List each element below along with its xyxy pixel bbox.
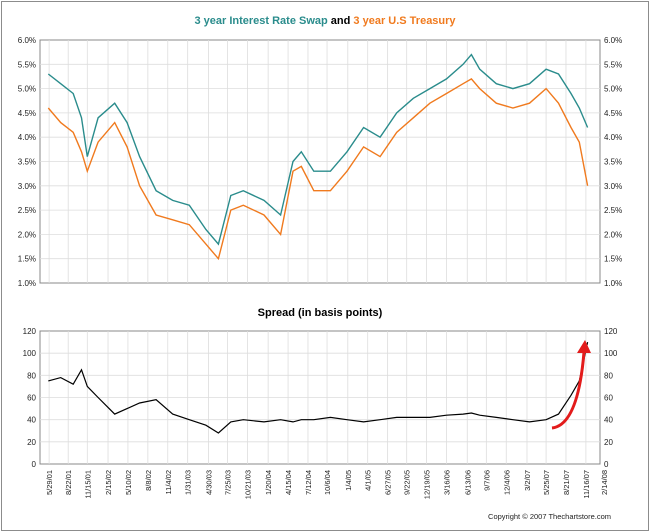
x-tick-label: 5/10/02	[124, 470, 133, 495]
x-tick-label: 7/25/03	[224, 470, 233, 495]
copyright-text: Copyright © 2007 Thechartstore.com	[488, 512, 611, 521]
top-chart-title: 3 year Interest Rate Swap and 3 year U.S…	[194, 15, 456, 27]
top-y-tick-right: 3.0%	[604, 182, 622, 191]
top-y-tick-right: 6.0%	[604, 36, 622, 45]
title-swap-part: 3 year Interest Rate Swap	[194, 15, 328, 27]
x-tick-label: 1/20/04	[264, 470, 273, 495]
top-y-tick-left: 3.5%	[18, 158, 36, 167]
bottom-y-tick-right: 100	[604, 349, 618, 358]
x-tick-label: 4/1/05	[364, 470, 373, 491]
top-y-tick-left: 4.5%	[18, 109, 36, 118]
x-tick-label: 5/29/01	[45, 470, 54, 495]
top-y-tick-right: 1.0%	[604, 279, 622, 288]
x-tick-label: 4/15/04	[284, 470, 293, 495]
x-tick-label: 8/22/01	[64, 470, 73, 495]
x-tick-label: 11/16/07	[582, 470, 591, 499]
bottom-y-tick-right: 20	[604, 438, 613, 447]
swap-series-line	[47, 53, 589, 246]
bottom-y-tick-left: 0	[32, 460, 37, 469]
bottom-chart-title: Spread (in basis points)	[258, 307, 383, 319]
x-tick-label: 6/13/06	[463, 470, 472, 495]
x-tick-label: 2/14/08	[600, 470, 609, 495]
spread-series-line	[48, 341, 589, 434]
x-tick-label: 7/12/04	[304, 470, 313, 495]
x-tick-label: 12/4/06	[502, 470, 511, 495]
top-y-tick-right: 5.0%	[604, 85, 622, 94]
x-tick-label: 8/21/07	[562, 470, 571, 495]
x-tick-label: 5/25/07	[542, 470, 551, 495]
spread-arrow-head	[577, 340, 591, 353]
top-y-tick-right: 1.5%	[604, 255, 622, 264]
top-y-tick-left: 6.0%	[18, 36, 36, 45]
title-treasury-part: 3 year U.S Treasury	[353, 15, 456, 27]
top-y-tick-right: 5.5%	[604, 60, 622, 69]
top-y-tick-left: 4.0%	[18, 133, 36, 142]
top-y-tick-right: 4.5%	[604, 109, 622, 118]
top-y-tick-left: 1.5%	[18, 255, 36, 264]
bottom-y-tick-left: 40	[27, 416, 36, 425]
bottom-grid	[40, 331, 600, 464]
bottom-y-tick-left: 60	[27, 394, 36, 403]
x-tick-label: 10/6/04	[323, 470, 332, 495]
top-y-tick-left: 5.0%	[18, 85, 36, 94]
x-tick-label: 11/15/01	[83, 470, 92, 499]
bottom-y-tick-left: 80	[27, 371, 36, 380]
x-tick-label: 3/16/06	[443, 470, 452, 495]
top-y-tick-right: 4.0%	[604, 133, 622, 142]
bottom-y-tick-left: 120	[23, 327, 37, 336]
x-tick-label: 9/22/05	[403, 470, 412, 495]
bottom-y-axis-labels: 120 120 100 100 80 80 60 60 40 40 20 20 0 0	[23, 327, 618, 469]
x-tick-label: 11/4/02	[164, 470, 173, 494]
bottom-y-tick-left: 20	[27, 438, 36, 447]
x-axis-labels: 5/29/01 8/22/01 11/15/01 2/15/02 5/10/02 8/8/…	[45, 470, 609, 499]
top-y-tick-left: 2.5%	[18, 206, 36, 215]
bottom-y-tick-left: 100	[23, 349, 37, 358]
top-y-tick-right: 2.0%	[604, 230, 622, 239]
x-tick-label: 12/19/05	[423, 470, 432, 499]
top-y-tick-right: 2.5%	[604, 206, 622, 215]
x-tick-label: 1/31/03	[184, 470, 193, 495]
x-tick-label: 4/30/03	[204, 470, 213, 495]
top-y-tick-left: 3.0%	[18, 182, 36, 191]
top-y-tick-right: 3.5%	[604, 158, 622, 167]
bottom-y-tick-right: 40	[604, 416, 613, 425]
x-tick-label: 10/21/03	[243, 470, 252, 499]
x-tick-label: 3/2/07	[523, 470, 532, 491]
bottom-y-tick-right: 60	[604, 394, 613, 403]
x-tick-label: 2/15/02	[104, 470, 113, 495]
treasury-series-line	[47, 78, 589, 261]
bottom-y-tick-right: 120	[604, 327, 618, 336]
title-joiner: and	[328, 15, 354, 27]
x-tick-label: 8/8/02	[144, 470, 153, 491]
bottom-y-tick-right: 80	[604, 371, 613, 380]
x-tick-label: 1/4/05	[344, 470, 353, 491]
bottom-y-tick-right: 0	[604, 460, 609, 469]
x-tick-label: 6/27/05	[384, 470, 393, 495]
top-y-tick-left: 2.0%	[18, 230, 36, 239]
x-tick-label: 9/7/06	[482, 470, 491, 491]
spread-arrow-annotation	[551, 351, 586, 430]
top-y-tick-left: 1.0%	[18, 279, 36, 288]
top-y-axis-labels: 6.0% 6.0% 5.5% 5.5% 5.0% 5.0% 4.5% 4.5% 4.0% 4.0%…	[18, 36, 622, 288]
top-y-tick-left: 5.5%	[18, 60, 36, 69]
